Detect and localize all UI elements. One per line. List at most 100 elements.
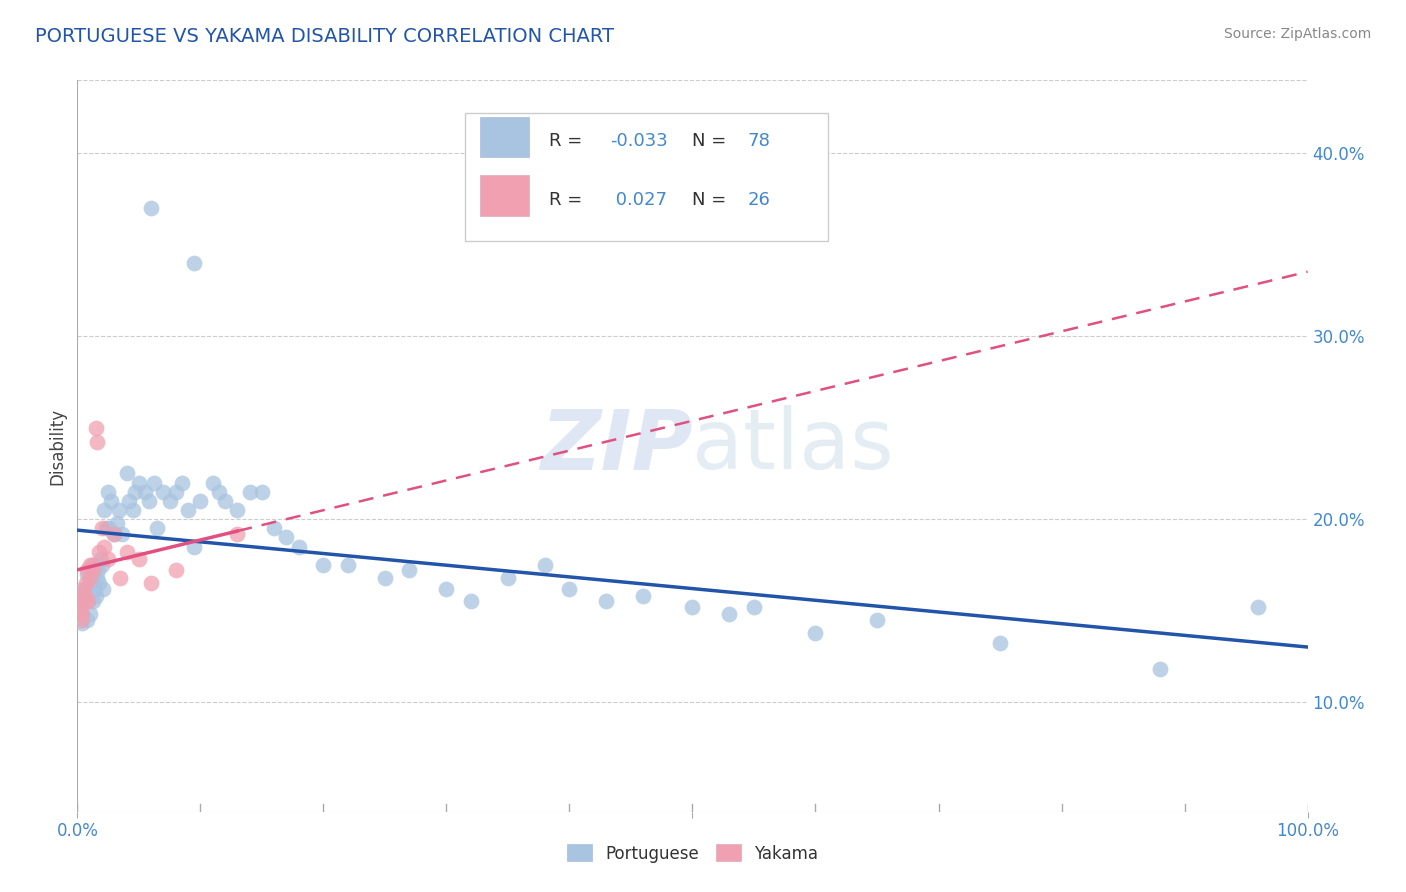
Point — [70, 607, 93, 622]
Point — [141, 202, 163, 216]
Text: N =: N = — [693, 132, 733, 150]
Point — [89, 576, 111, 591]
Text: R =: R = — [548, 132, 588, 150]
Text: -0.033: -0.033 — [610, 132, 668, 150]
Point — [226, 526, 249, 541]
Text: PORTUGUESE VS YAKAMA DISABILITY CORRELATION CHART: PORTUGUESE VS YAKAMA DISABILITY CORRELAT… — [35, 27, 614, 45]
Point — [183, 540, 205, 554]
Point — [76, 567, 98, 582]
Point — [152, 484, 174, 499]
Text: 26: 26 — [748, 191, 770, 209]
Point — [436, 582, 458, 596]
Point — [100, 494, 122, 508]
Point — [79, 571, 101, 585]
Point — [226, 503, 249, 517]
Point — [134, 484, 156, 499]
Point — [77, 594, 100, 608]
Point — [337, 558, 360, 572]
Point — [82, 558, 104, 572]
Point — [82, 571, 104, 585]
Point — [73, 582, 96, 596]
Point — [121, 503, 143, 517]
Point — [250, 484, 273, 499]
Point — [170, 475, 193, 490]
Point — [93, 503, 115, 517]
FancyBboxPatch shape — [479, 176, 529, 216]
Point — [115, 467, 138, 481]
Point — [141, 576, 163, 591]
Point — [86, 435, 108, 450]
Point — [128, 552, 150, 566]
Point — [89, 545, 111, 559]
Point — [86, 571, 108, 585]
Point — [69, 599, 91, 614]
Point — [82, 558, 104, 572]
Point — [97, 552, 120, 566]
Point — [124, 484, 146, 499]
Point — [79, 558, 101, 572]
Text: ZIP: ZIP — [540, 406, 693, 486]
Point — [398, 563, 420, 577]
Point — [146, 521, 169, 535]
Point — [91, 582, 114, 596]
Point — [82, 594, 104, 608]
Point — [80, 563, 103, 577]
Point — [1247, 599, 1270, 614]
Point — [460, 594, 482, 608]
Point — [534, 558, 557, 572]
Point — [496, 571, 519, 585]
Point — [804, 625, 827, 640]
Point — [276, 530, 298, 544]
Point — [159, 494, 181, 508]
Point — [94, 521, 117, 535]
Point — [75, 589, 97, 603]
Point — [115, 545, 138, 559]
Point — [75, 576, 97, 591]
Point — [188, 494, 212, 508]
Point — [70, 607, 93, 622]
Point — [312, 558, 335, 572]
Text: Source: ZipAtlas.com: Source: ZipAtlas.com — [1223, 27, 1371, 41]
Point — [558, 582, 581, 596]
Point — [208, 484, 231, 499]
Point — [138, 494, 160, 508]
Point — [177, 503, 200, 517]
Point — [90, 521, 114, 535]
FancyBboxPatch shape — [465, 113, 828, 241]
Point — [70, 613, 93, 627]
Point — [70, 616, 93, 631]
Point — [77, 594, 100, 608]
Point — [718, 607, 741, 622]
Point — [595, 594, 617, 608]
Point — [118, 494, 141, 508]
Point — [239, 484, 262, 499]
Point — [82, 563, 104, 577]
Point — [72, 594, 94, 608]
Point — [87, 563, 110, 577]
Y-axis label: Disability: Disability — [48, 408, 66, 484]
Point — [73, 589, 96, 603]
Point — [201, 475, 224, 490]
Point — [98, 521, 121, 535]
Point — [1149, 662, 1171, 676]
Text: atlas: atlas — [693, 406, 894, 486]
FancyBboxPatch shape — [479, 117, 529, 157]
Point — [76, 613, 98, 627]
Legend: Portuguese, Yakama: Portuguese, Yakama — [560, 838, 825, 869]
Text: 0.027: 0.027 — [610, 191, 666, 209]
Point — [183, 256, 205, 270]
Point — [111, 526, 132, 541]
Point — [84, 421, 107, 435]
Point — [263, 521, 285, 535]
Point — [374, 571, 396, 585]
Point — [90, 558, 114, 572]
Point — [69, 599, 91, 614]
Point — [76, 563, 98, 577]
Point — [72, 585, 94, 599]
Point — [288, 540, 311, 554]
Point — [103, 526, 125, 541]
Point — [682, 599, 704, 614]
Point — [72, 594, 94, 608]
Point — [83, 582, 105, 596]
Point — [72, 582, 94, 596]
